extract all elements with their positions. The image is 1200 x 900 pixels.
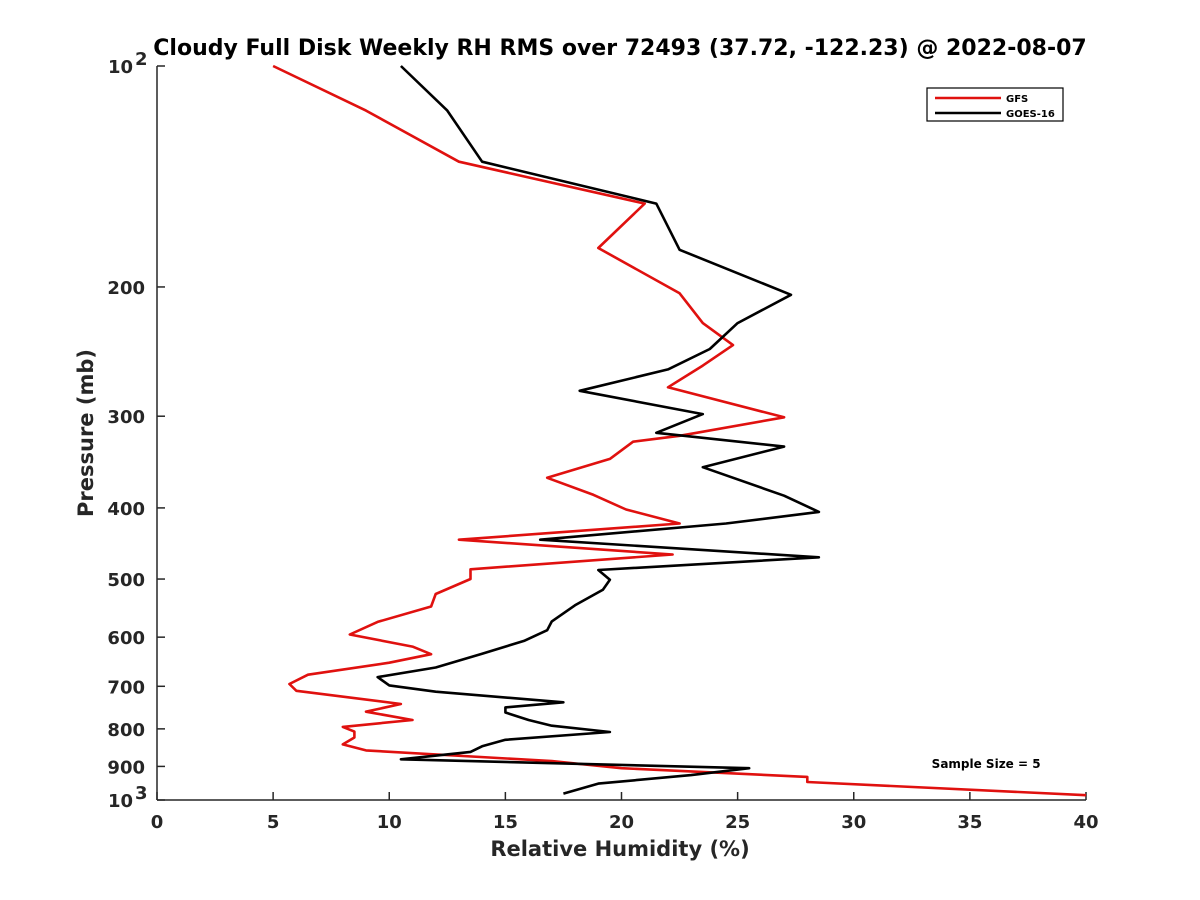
y-tick-exponent: 2 — [135, 49, 148, 70]
y-tick-label: 400 — [107, 499, 145, 520]
x-tick-label: 20 — [609, 812, 634, 833]
y-tick-label: 10 — [108, 57, 133, 78]
x-tick-label: 15 — [493, 812, 518, 833]
y-tick-label: 500 — [107, 570, 145, 591]
y-tick-label: 600 — [107, 628, 145, 649]
legend-entry-label: GOES-16 — [1006, 109, 1055, 120]
x-axis-ticks: 0 5 10 15 20 25 30 35 40 — [151, 792, 1099, 833]
y-tick-label: 800 — [107, 720, 145, 741]
y-tick-label: 300 — [107, 407, 145, 428]
series-line-goes-16 — [376, 65, 821, 795]
legend-entry-label: GFS — [1006, 94, 1028, 105]
x-tick-label: 35 — [957, 812, 982, 833]
y-tick-label: 700 — [107, 677, 145, 698]
chart-title: Cloudy Full Disk Weekly RH RMS over 7249… — [153, 36, 1086, 61]
annotations: Sample Size = 5 — [932, 757, 1041, 771]
series-line-gfs — [272, 64, 1087, 797]
legend-box — [926, 87, 1064, 122]
x-tick-label: 10 — [377, 812, 402, 833]
x-tick-label: 5 — [267, 812, 280, 833]
y-tick-label: 900 — [107, 757, 145, 778]
sample-size-annotation: Sample Size = 5 — [932, 757, 1041, 771]
x-tick-label: 25 — [725, 812, 750, 833]
y-tick-exponent: 3 — [135, 783, 148, 804]
y-axis-label: Pressure (mb) — [74, 349, 98, 517]
y-tick-label: 200 — [107, 278, 145, 299]
y-tick-label: 10 — [108, 791, 133, 812]
x-tick-label: 40 — [1073, 812, 1098, 833]
x-tick-label: 30 — [841, 812, 866, 833]
x-axis-label: Relative Humidity (%) — [490, 837, 749, 861]
x-tick-label: 0 — [151, 812, 164, 833]
legend: GFS GOES-16 — [926, 87, 1064, 122]
series-layer — [272, 64, 1087, 797]
